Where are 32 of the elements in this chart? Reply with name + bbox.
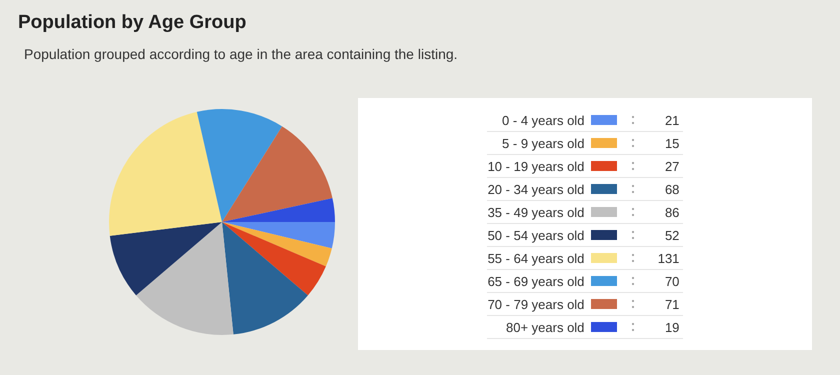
data-label: 27 (664, 158, 680, 176)
legend-label: 10 - 19 years old (486, 158, 586, 176)
data-label: 52 (664, 226, 680, 245)
data-label: 86 (664, 204, 680, 222)
legend-label: 65 - 69 years old (486, 272, 586, 291)
legend-label: 0 - 4 years old (501, 112, 586, 130)
data-label: 71 (664, 296, 680, 314)
legend-label: 80+ years old (505, 318, 586, 337)
pie-slice (222, 222, 308, 334)
chart-title: Population by Age Group (18, 12, 246, 34)
legend-label: 70 - 79 years old (486, 296, 586, 314)
pie-slice (222, 126, 332, 222)
data-label: 21 (664, 112, 680, 130)
pie-slice (136, 222, 234, 335)
legend-label: 5 - 9 years old (501, 134, 586, 153)
data-label: 70 (664, 272, 680, 291)
pie-slice (222, 222, 332, 266)
pie-slice (109, 112, 222, 236)
pie-slice (196, 109, 282, 222)
pie-slice (222, 198, 335, 222)
legend-label: 50 - 54 years old (486, 226, 586, 245)
pie-slice (222, 222, 335, 248)
pie-slice (222, 222, 326, 296)
chart-subtitle: Population grouped according to age in the area containing the listing. (24, 46, 458, 62)
legend-label: 20 - 34 years old (486, 180, 586, 199)
legend-label: 55 - 64 years old (486, 250, 586, 268)
data-label: 19 (664, 318, 680, 337)
pie-slice (110, 222, 222, 296)
data-label: 131 (656, 250, 680, 268)
data-label: 68 (664, 180, 680, 199)
data-label: 15 (664, 134, 680, 153)
legend-label: 35 - 49 years old (486, 204, 586, 222)
